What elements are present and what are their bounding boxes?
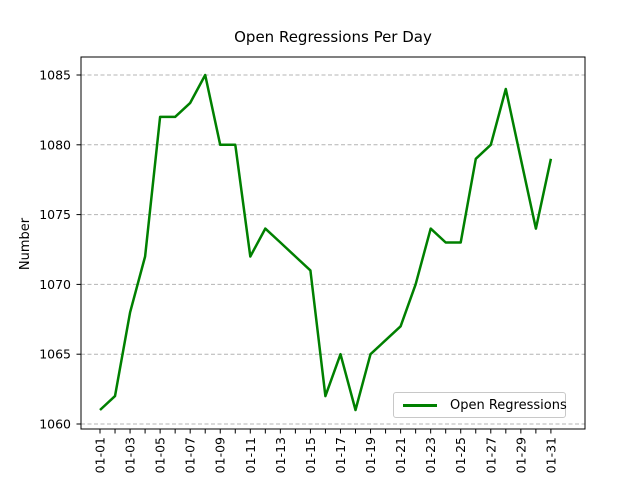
chart-title: Open Regressions Per Day [234, 28, 432, 46]
x-tick-label: 01-03 [123, 437, 138, 473]
y-tick-label: 1060 [39, 417, 71, 432]
x-tick-label: 01-27 [483, 437, 498, 473]
x-tick-label: 01-09 [213, 437, 228, 473]
y-tick-label: 1075 [39, 207, 71, 222]
x-tick-label: 01-31 [543, 437, 558, 473]
x-tick-label: 01-13 [273, 437, 288, 473]
y-tick-label: 1080 [39, 137, 71, 152]
y-tick-label: 1070 [39, 277, 71, 292]
x-tick-label: 01-05 [153, 437, 168, 473]
axes-frame [80, 56, 586, 430]
x-tick-label: 01-11 [243, 437, 258, 473]
x-tick-label: 01-25 [453, 437, 468, 473]
x-tick-label: 01-01 [93, 437, 108, 473]
x-tick-label: 01-19 [363, 437, 378, 473]
x-tick-label: 01-07 [183, 437, 198, 473]
legend-line-swatch [403, 403, 437, 407]
x-tick-label: 01-15 [303, 437, 318, 473]
legend: Open Regressions [393, 392, 567, 418]
x-tick-label: 01-21 [393, 437, 408, 473]
x-tick-label: 01-17 [333, 437, 348, 473]
x-tick-label: 01-23 [423, 437, 438, 473]
y-tick-label: 1085 [39, 68, 71, 83]
x-tick-label: 01-29 [513, 437, 528, 473]
y-axis-label: Number [18, 217, 33, 271]
data-line [99, 73, 553, 412]
legend-label: Open Regressions [450, 397, 567, 413]
y-tick-label: 1065 [39, 347, 71, 362]
